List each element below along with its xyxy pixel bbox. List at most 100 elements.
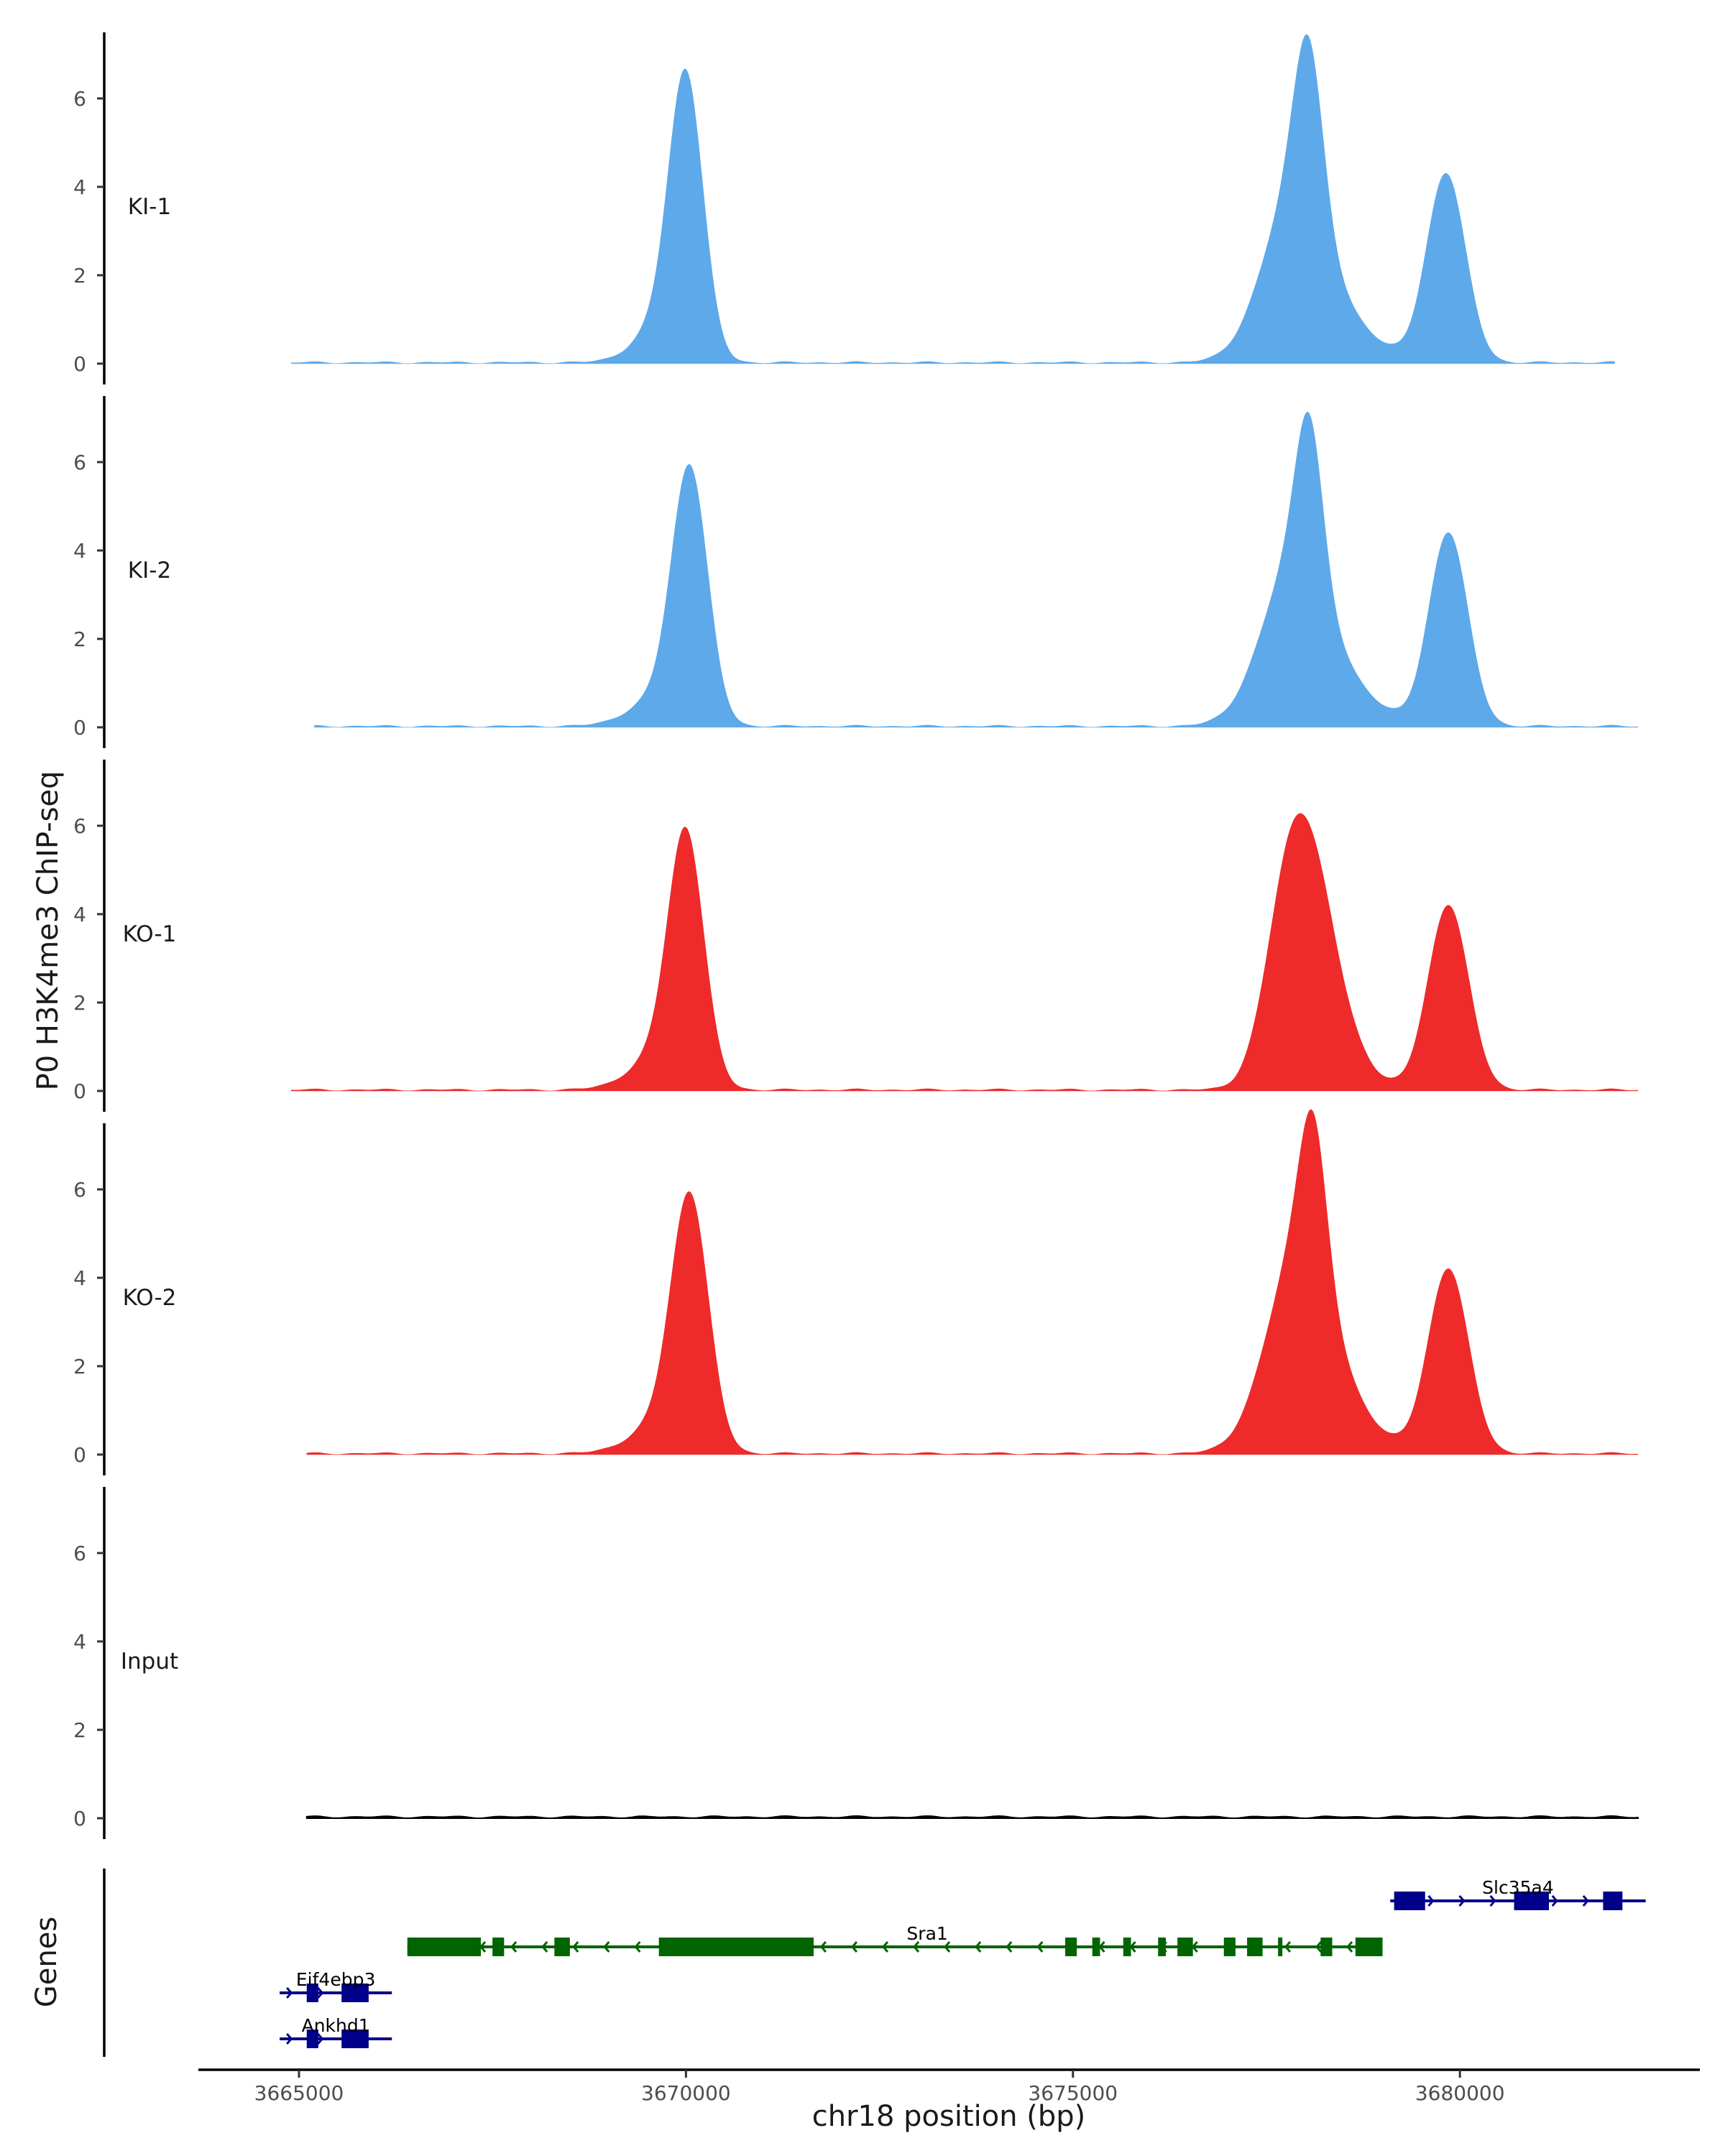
y-tick-label: 0 (73, 1443, 86, 1467)
strand-chevron (1489, 1895, 1496, 1907)
gene-exon (407, 1938, 482, 1956)
gene-annotation-panel: Genes Slc35a4 Sra1 Eif4ebp3 Ankhd1 (30, 1869, 1646, 2057)
y-tick-label: 0 (73, 1079, 86, 1103)
track-label: KO-1 (123, 921, 177, 947)
gene-exon (1278, 1938, 1283, 1956)
gene-exon (658, 1938, 814, 1956)
track-ko-1: 0 2 4 6 KO-1 (73, 760, 1639, 1112)
strand-chevron (634, 1941, 641, 1953)
gene-label: Slc35a4 (1482, 1877, 1554, 1898)
y-axis-title: P0 H3K4me3 ChIP-seq (32, 771, 65, 1091)
track-ki-1: 0 2 4 6 KI-1 (73, 32, 1615, 384)
x-tick-label: 3670000 (641, 2081, 731, 2105)
strand-chevron (510, 1941, 518, 1953)
track-label: KI-1 (128, 194, 171, 220)
strand-chevron (1315, 1941, 1322, 1953)
y-tick-label: 0 (73, 716, 86, 740)
gene-ankhd1: Ankhd1 (280, 2015, 392, 2048)
gene-exon (341, 1984, 369, 2002)
y-tick-label: 4 (73, 1630, 86, 1654)
strand-chevron (1006, 1941, 1013, 1953)
strand-chevron (572, 1941, 579, 1953)
gene-exon (1092, 1938, 1100, 1956)
strand-chevron (913, 1941, 920, 1953)
gene-exon (1223, 1938, 1236, 1956)
signal-area (305, 1815, 1639, 1820)
gene-exon (1355, 1938, 1383, 1956)
y-tick-label: 4 (73, 903, 86, 926)
gene-slc35a4: Slc35a4 (1390, 1877, 1646, 1910)
track-label: Input (121, 1649, 178, 1674)
x-axis: 3665000 3670000 3675000 3680000 (198, 2068, 1700, 2105)
track-label: KI-2 (128, 558, 171, 584)
y-tick-label: 2 (73, 264, 86, 287)
gene-exon (1394, 1892, 1425, 1910)
y-tick-label: 2 (73, 1355, 86, 1378)
gene-exon (492, 1938, 505, 1956)
track-ki-2: 0 2 4 6 KI-2 (73, 396, 1639, 748)
y-tick-label: 0 (73, 1807, 86, 1830)
strand-chevron (317, 2033, 324, 2045)
gene-exon (1123, 1938, 1131, 1956)
y-tick-label: 0 (73, 352, 86, 376)
signal-area (290, 34, 1615, 364)
gene-exon (306, 2030, 318, 2048)
y-tick-label: 2 (73, 991, 86, 1015)
strand-chevron (1458, 1895, 1466, 1907)
y-tick-label: 6 (73, 1178, 86, 1202)
x-axis-title: chr18 position (bp) (812, 2100, 1086, 2133)
strand-chevron (1284, 1941, 1292, 1953)
y-tick-label: 4 (73, 1266, 86, 1290)
strand-chevron (1427, 1895, 1435, 1907)
gene-exon (1320, 1938, 1333, 1956)
y-tick-label: 4 (73, 175, 86, 199)
gene-exon (1514, 1892, 1550, 1910)
gene-exon (1158, 1938, 1167, 1956)
strand-chevron (944, 1941, 951, 1953)
y-tick-label: 2 (73, 1718, 86, 1742)
x-tick-label: 3680000 (1415, 2081, 1505, 2105)
gene-exon (1247, 1938, 1263, 1956)
y-tick-label: 6 (73, 451, 86, 474)
strand-chevron (881, 1941, 889, 1953)
gene-exon (341, 2030, 369, 2048)
y-tick-label: 2 (73, 627, 86, 651)
gene-exon (306, 1984, 318, 2002)
strand-chevron (819, 1941, 827, 1953)
strand-chevron (1346, 1941, 1353, 1953)
gene-eif4ebp3: Eif4ebp3 (280, 1969, 392, 2002)
x-tick-label: 3665000 (254, 2081, 344, 2105)
y-tick-label: 6 (73, 87, 86, 111)
strand-chevron (975, 1941, 982, 1953)
gene-label: Sra1 (906, 1923, 947, 1944)
y-tick-label: 4 (73, 539, 86, 563)
y-tick-label: 6 (73, 814, 86, 838)
y-tick-label: 6 (73, 1542, 86, 1565)
strand-chevron (1036, 1941, 1044, 1953)
signal-area (290, 813, 1639, 1092)
gene-exon (554, 1938, 570, 1956)
strand-chevron (286, 1987, 293, 1999)
signal-tracks: 0 2 4 6 KI-1 0 2 4 6 KI-2 0 2 4 6 KO-1 0 2 4 6 KO-2 0 2 4 6 Inpu… (73, 32, 1639, 1839)
gene-exon (1177, 1938, 1193, 1956)
genes-title: Genes (30, 1917, 63, 2007)
strand-chevron (1582, 1895, 1589, 1907)
x-tick-label: 3675000 (1028, 2081, 1118, 2105)
track-input: 0 2 4 6 Input (73, 1487, 1639, 1839)
strand-chevron (541, 1941, 548, 1953)
signal-area (314, 411, 1639, 728)
gene-label: Ankhd1 (302, 2015, 370, 2036)
strand-chevron (286, 2033, 293, 2045)
track-ko-2: 0 2 4 6 KO-2 (73, 1109, 1639, 1475)
signal-area (306, 1109, 1639, 1455)
strand-chevron (1551, 1895, 1558, 1907)
strand-chevron (317, 1987, 324, 1999)
track-label: KO-2 (123, 1285, 177, 1311)
strand-chevron (603, 1941, 610, 1953)
gene-sra1: Sra1 (407, 1923, 1383, 1956)
gene-exon (1603, 1892, 1623, 1910)
strand-chevron (850, 1941, 858, 1953)
gene-exon (1065, 1938, 1077, 1956)
gene-label: Eif4ebp3 (296, 1969, 375, 1990)
